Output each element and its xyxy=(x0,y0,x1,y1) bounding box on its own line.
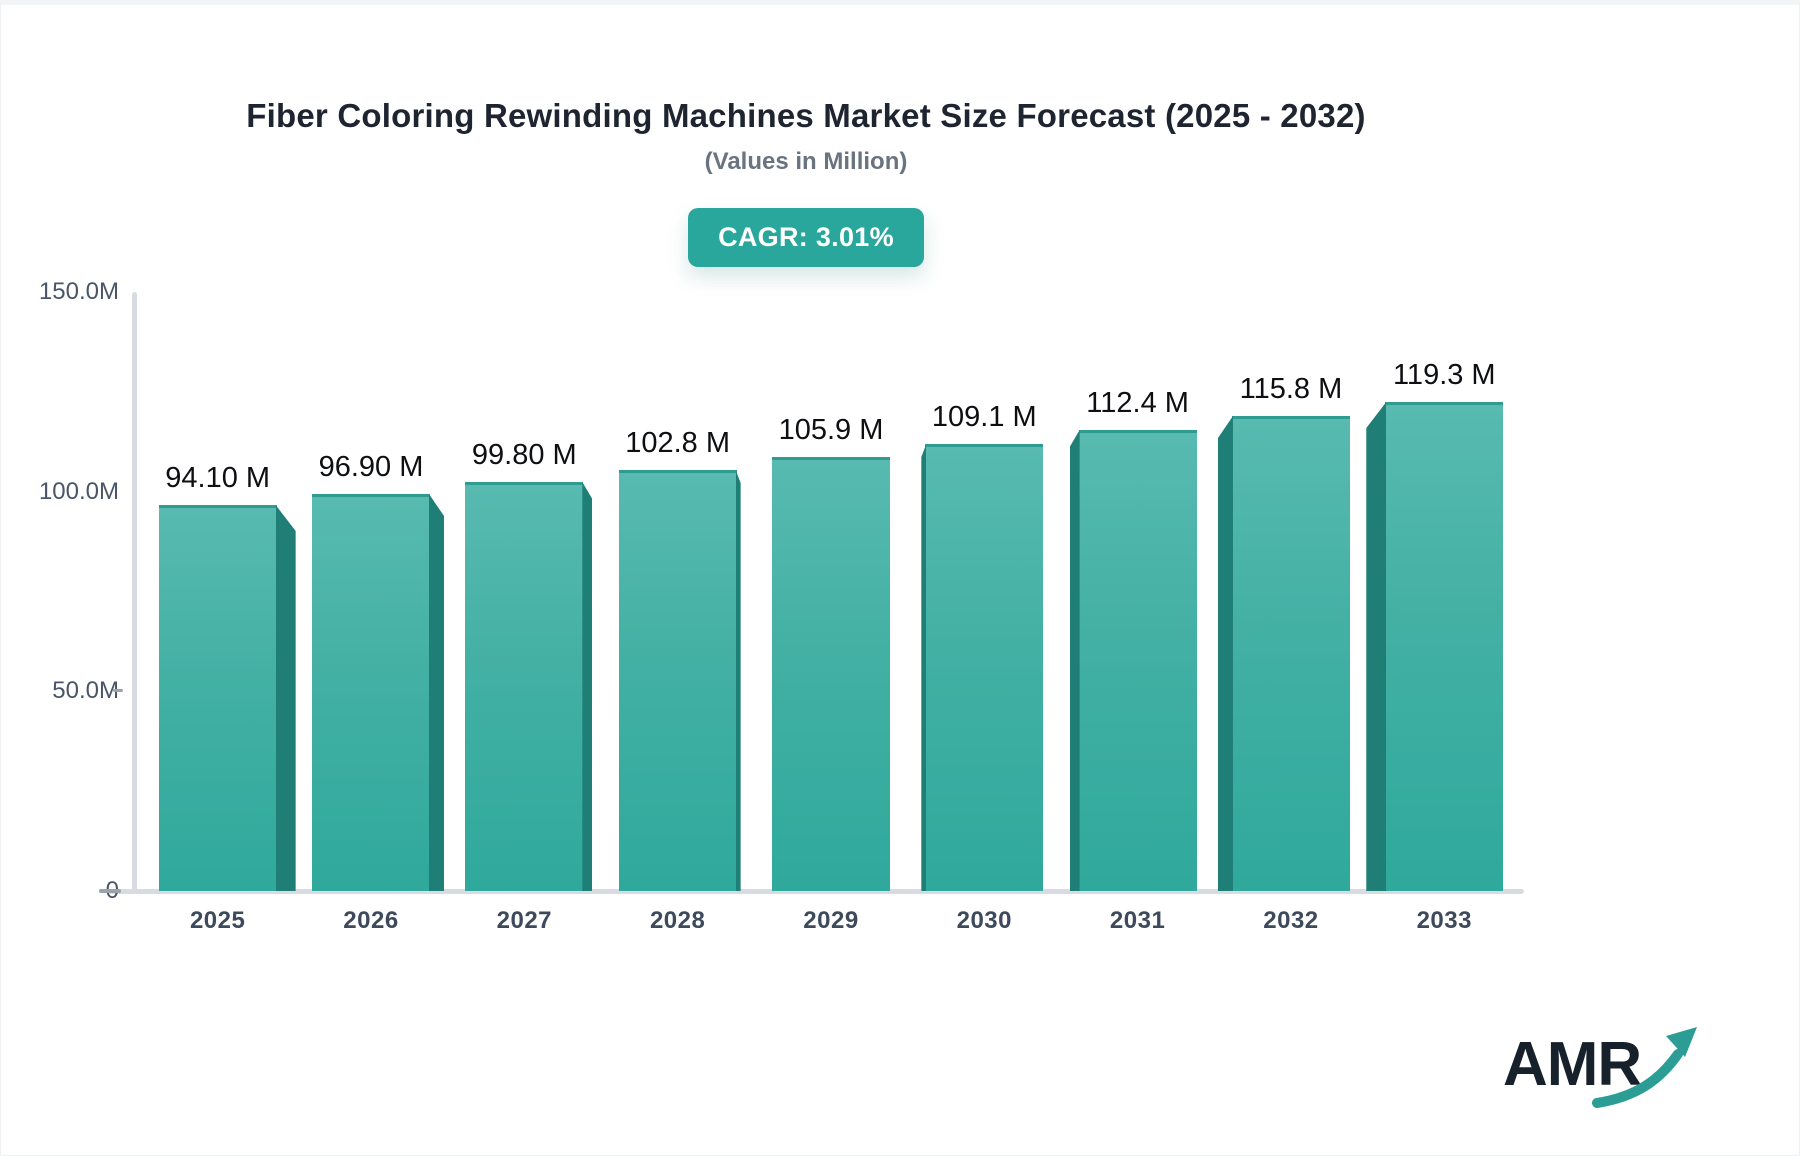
y-axis-tick-label: 150.0M xyxy=(38,278,119,305)
bar-slot: 109.1 M 2030 xyxy=(908,292,1061,934)
x-axis-label: 2032 xyxy=(1263,907,1319,934)
bar-side-face xyxy=(1366,402,1387,891)
x-axis-label: 2029 xyxy=(803,907,859,934)
bar-side-face xyxy=(275,505,296,891)
bar xyxy=(925,444,1044,891)
plot-area: 94.10 M 2025 96.90 M 2026 99.80 M 2027 102.8 M… xyxy=(141,292,1521,934)
x-axis-label: 2027 xyxy=(496,907,553,934)
y-axis-tick-dash xyxy=(113,689,123,693)
bar-value-label: 94.10 M xyxy=(165,462,271,494)
x-axis-label: 2031 xyxy=(1109,907,1166,934)
x-axis-label: 2025 xyxy=(189,907,246,934)
bar-slot: 102.8 M 2028 xyxy=(601,292,754,934)
bar xyxy=(618,470,737,891)
chart-subtitle: (Values in Million) xyxy=(704,148,908,175)
x-axis-label: 2026 xyxy=(343,907,399,934)
chart-header: Fiber Coloring Rewinding Machines Market… xyxy=(1,5,1611,267)
y-axis-tick-dash xyxy=(99,889,121,893)
bar-slot: 96.90 M 2026 xyxy=(294,292,447,934)
trend-up-arrow-head-icon xyxy=(1666,1027,1697,1057)
bar-value-label: 112.4 M xyxy=(1086,387,1189,419)
bar xyxy=(311,494,430,891)
bar-value-label: 105.9 M xyxy=(778,414,884,446)
amr-logo-text: AMR xyxy=(1503,1030,1641,1099)
trend-up-arrow-icon xyxy=(1592,1049,1683,1108)
bar-slot: 94.10 M 2025 xyxy=(141,292,296,934)
y-axis-tick-label: 100.0M xyxy=(38,477,119,505)
bar-slot: 99.80 M 2027 xyxy=(448,292,601,934)
bar-side-face xyxy=(735,470,741,891)
bar-side-face xyxy=(921,444,927,891)
bar-side-face xyxy=(1217,416,1233,891)
bar-side-face xyxy=(582,482,593,891)
bar-value-label: 102.8 M xyxy=(625,427,731,459)
bar xyxy=(1231,416,1350,891)
bar-value-label: 109.1 M xyxy=(931,401,1037,433)
bar xyxy=(1078,430,1197,891)
bar xyxy=(465,482,584,891)
bar-value-label: 99.80 M xyxy=(471,439,577,471)
bar-slot: 115.8 M 2032 xyxy=(1214,292,1367,934)
bar-slot: 119.3 M 2033 xyxy=(1366,292,1521,934)
y-axis-line xyxy=(132,292,137,893)
bar-value-label: 115.8 M xyxy=(1239,373,1343,405)
amr-logo: AMR xyxy=(1503,1027,1697,1108)
bar-value-label: 96.90 M xyxy=(318,451,424,483)
cagr-badge: CAGR: 3.01% xyxy=(688,208,924,267)
y-axis-tick-label: 50.0M xyxy=(52,677,119,705)
bar xyxy=(158,505,277,891)
bar xyxy=(1385,402,1504,891)
bar-slot: 112.4 M 2031 xyxy=(1061,292,1214,934)
bar-side-face xyxy=(428,494,444,891)
bar-side-face xyxy=(1069,430,1080,891)
x-axis-line xyxy=(109,889,1524,894)
x-axis-label: 2028 xyxy=(649,907,706,934)
bar-value-label: 119.3 M xyxy=(1392,359,1496,391)
x-axis-label: 2030 xyxy=(956,907,1012,934)
bar xyxy=(771,457,890,891)
chart-title: Fiber Coloring Rewinding Machines Market… xyxy=(246,97,1366,134)
x-axis-label: 2033 xyxy=(1416,907,1472,934)
bar-slot: 105.9 M 2029 xyxy=(754,292,907,934)
